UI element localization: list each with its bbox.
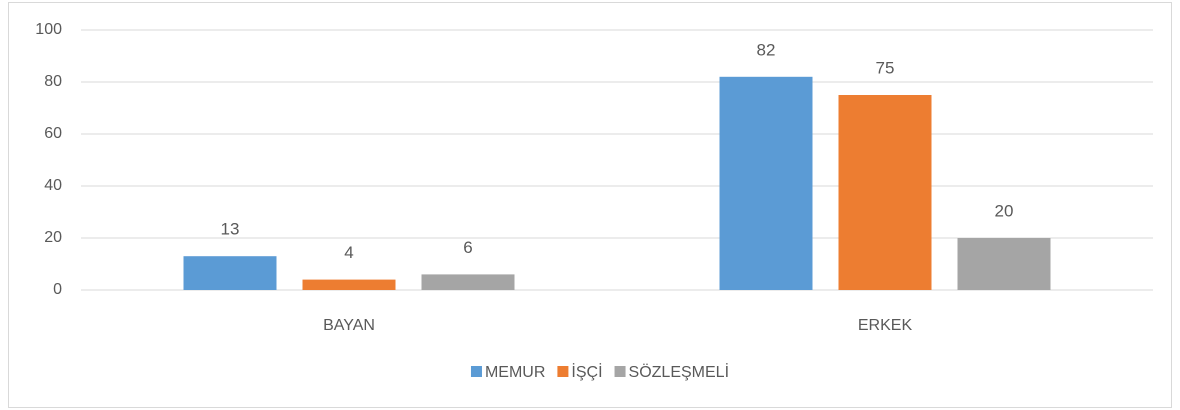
legend-swatch [614, 366, 626, 377]
data-label: 13 [221, 220, 240, 239]
data-label: 82 [757, 40, 776, 59]
legend-label: MEMUR [485, 364, 545, 381]
bar [183, 256, 277, 290]
legend-swatch [470, 366, 482, 377]
legend-label: SÖZLEŞMELİ [629, 362, 729, 381]
y-tick-label: 40 [44, 177, 62, 194]
bar [421, 274, 515, 290]
y-tick-label: 60 [44, 125, 62, 142]
bar [719, 76, 813, 290]
y-tick-label: 20 [44, 229, 62, 246]
x-tick-label: BAYAN [323, 317, 375, 334]
legend-swatch [557, 366, 569, 377]
chart-border [8, 2, 1172, 408]
x-tick-label: ERKEK [858, 317, 913, 334]
data-label: 75 [876, 58, 895, 77]
data-label: 4 [344, 243, 353, 262]
legend-label: İŞÇİ [571, 362, 602, 381]
data-label: 20 [995, 201, 1014, 220]
data-label: 6 [463, 238, 472, 257]
y-tick-label: 0 [53, 281, 62, 298]
bar [302, 279, 396, 290]
bar [838, 95, 932, 290]
y-tick-label: 80 [44, 73, 62, 90]
y-tick-label: 100 [35, 21, 62, 38]
bar [957, 238, 1051, 290]
